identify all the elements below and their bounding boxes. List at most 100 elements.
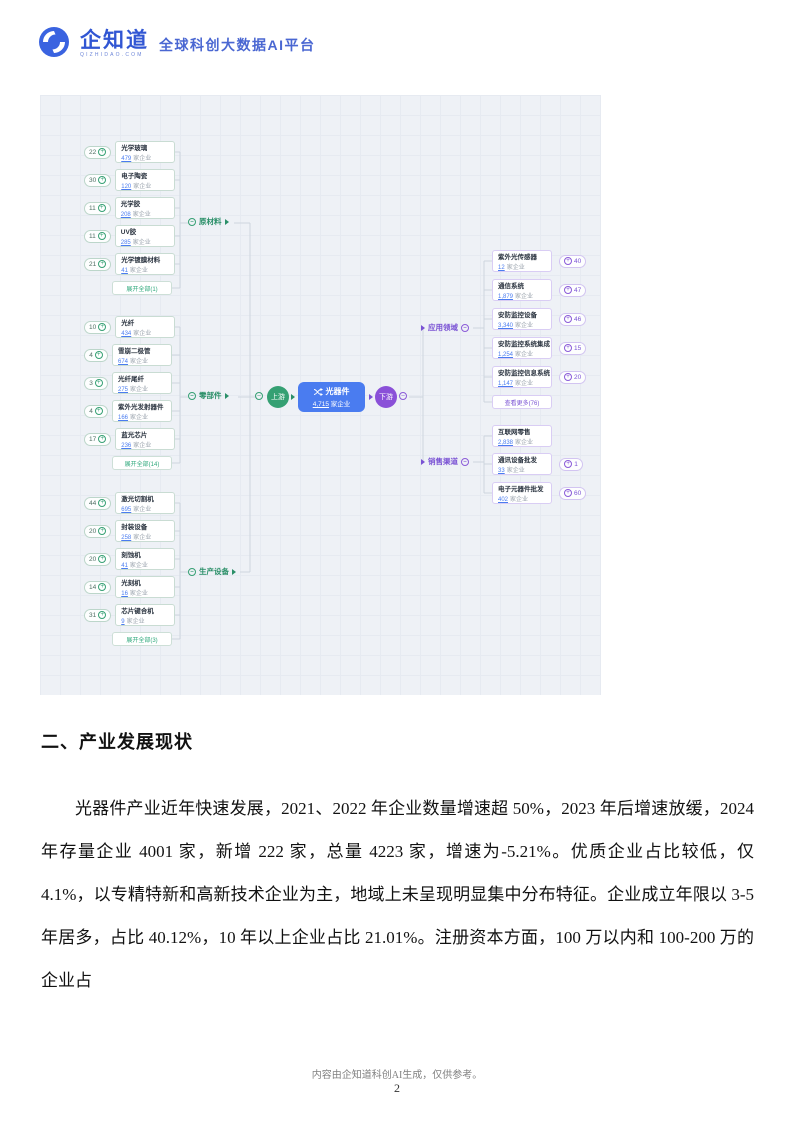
- related-count-badge[interactable]: 20: [559, 370, 587, 384]
- related-count-badge[interactable]: 20: [84, 552, 112, 566]
- related-count-badge[interactable]: 10: [84, 320, 112, 334]
- related-count-badge[interactable]: 46: [559, 312, 587, 326]
- company-count-link[interactable]: 4,715: [312, 401, 329, 408]
- company-count-link[interactable]: 16: [121, 591, 128, 597]
- related-count-badge[interactable]: 14: [84, 580, 112, 594]
- node-card[interactable]: 电子陶瓷 120 家企业: [115, 169, 176, 191]
- node-card[interactable]: 光学玻璃 479 家企业: [115, 141, 176, 163]
- company-count-link[interactable]: 695: [121, 507, 132, 513]
- node-card[interactable]: 互联网零售 2,838 家企业: [492, 425, 552, 447]
- node-card[interactable]: UV胶 285 家企业: [114, 225, 175, 247]
- company-count-link[interactable]: 9: [121, 619, 125, 625]
- node-card[interactable]: 光纤尾纤 275 家企业: [112, 372, 172, 394]
- node-card[interactable]: 安防监控设备 3,340 家企业: [492, 308, 552, 330]
- count-suffix: 家企业: [129, 591, 148, 597]
- node-count: 1,254 家企业: [498, 349, 546, 358]
- company-count-link[interactable]: 208: [120, 212, 131, 218]
- related-count-badge[interactable]: 22: [84, 145, 112, 159]
- related-count-badge[interactable]: 3: [84, 376, 108, 390]
- company-count-link[interactable]: 434: [121, 331, 132, 337]
- related-count-badge[interactable]: 11: [84, 201, 111, 215]
- collapse-icon[interactable]: [255, 392, 263, 400]
- related-count-badge[interactable]: 60: [559, 486, 587, 500]
- expand-all-button[interactable]: 展开全部(3): [112, 632, 172, 646]
- node-card[interactable]: 紫外光发射器件 166 家企业: [112, 400, 172, 422]
- category-sales-channels[interactable]: 销售渠道: [421, 456, 469, 467]
- node-card[interactable]: 光学胶 208 家企业: [114, 197, 175, 219]
- category-production-equipment[interactable]: 生产设备: [188, 566, 236, 577]
- related-count-badge[interactable]: 31: [84, 608, 112, 622]
- company-count-link[interactable]: 2,838: [498, 440, 514, 446]
- company-count-link[interactable]: 3,340: [498, 323, 514, 329]
- company-count-link[interactable]: 41: [121, 563, 128, 569]
- company-count-link[interactable]: 41: [121, 268, 128, 274]
- count-suffix: 家企业: [133, 184, 152, 190]
- node-card[interactable]: 紫外光传感器 12 家企业: [492, 250, 552, 272]
- upstream-node[interactable]: 上游: [267, 386, 289, 408]
- node-card[interactable]: 雪崩二极管 674 家企业: [112, 344, 172, 366]
- plus-icon: [98, 435, 107, 443]
- collapse-icon[interactable]: [188, 567, 196, 576]
- expand-all-button[interactable]: 展开全部(14): [112, 456, 172, 470]
- node-title: 雪崩二极管: [118, 348, 151, 355]
- category-components[interactable]: 零部件: [188, 390, 229, 401]
- downstream-node[interactable]: 下游: [375, 386, 397, 408]
- node-card[interactable]: 激光切割机 695 家企业: [115, 492, 176, 514]
- company-count-link[interactable]: 1,147: [498, 381, 514, 387]
- count-suffix: 家企业: [126, 619, 145, 625]
- related-count-badge[interactable]: 40: [559, 254, 587, 268]
- node-card[interactable]: 安防监控系统集成 1,254 家企业: [492, 337, 552, 359]
- node-card[interactable]: 安防监控信息系统 1,147 家企业: [492, 366, 552, 388]
- related-count-badge[interactable]: 21: [84, 257, 112, 271]
- collapse-icon[interactable]: [461, 323, 469, 332]
- company-count-link[interactable]: 258: [121, 535, 132, 541]
- related-count-badge[interactable]: 15: [559, 341, 587, 355]
- collapse-icon[interactable]: [188, 217, 196, 226]
- collapse-icon[interactable]: [188, 391, 196, 400]
- center-node-count: 4,715 家企业: [313, 398, 351, 408]
- related-count-badge[interactable]: 47: [559, 283, 587, 297]
- related-count-badge[interactable]: 44: [84, 496, 112, 510]
- company-count-link[interactable]: 33: [498, 468, 505, 474]
- category-application-fields[interactable]: 应用领域: [421, 322, 469, 333]
- related-count-badge[interactable]: 4: [84, 404, 108, 418]
- company-count-link[interactable]: 12: [498, 265, 505, 271]
- node-title: UV胶: [120, 229, 137, 236]
- view-more-button[interactable]: 查看更多(76): [492, 395, 552, 409]
- company-count-link[interactable]: 402: [498, 497, 509, 503]
- company-count-link[interactable]: 236: [121, 443, 132, 449]
- related-count-badge[interactable]: 11: [84, 229, 111, 243]
- company-count-link[interactable]: 479: [121, 156, 132, 162]
- company-count-link[interactable]: 1,879: [498, 294, 514, 300]
- related-count-badge[interactable]: 1: [559, 457, 583, 471]
- company-count-link[interactable]: 275: [118, 387, 129, 393]
- category-raw-materials[interactable]: 原材料: [188, 216, 229, 227]
- node-card[interactable]: 光刻机 16 家企业: [115, 576, 176, 598]
- company-count-link[interactable]: 285: [120, 240, 131, 246]
- node-card[interactable]: 电子元器件批发 402 家企业: [492, 482, 552, 504]
- node-card[interactable]: 通信系统 1,879 家企业: [492, 279, 552, 301]
- related-count-badge[interactable]: 17: [84, 432, 112, 446]
- node-card[interactable]: 通讯设备批发 33 家企业: [492, 453, 552, 475]
- company-count-link[interactable]: 674: [118, 359, 129, 365]
- node-card[interactable]: 芯片键合机 9 家企业: [115, 604, 176, 626]
- related-count-badge[interactable]: 4: [84, 348, 108, 362]
- plus-icon: [98, 555, 107, 563]
- count-suffix: 家企业: [133, 156, 152, 162]
- company-count-link[interactable]: 120: [121, 184, 132, 190]
- expand-all-button[interactable]: 展开全部(1): [112, 281, 172, 295]
- node-card[interactable]: 光纤 434 家企业: [115, 316, 176, 338]
- related-count-badge[interactable]: 30: [84, 173, 112, 187]
- collapse-icon[interactable]: [461, 457, 469, 466]
- related-count-badge[interactable]: 20: [84, 524, 112, 538]
- center-node[interactable]: 光器件 4,715 家企业: [298, 382, 365, 412]
- node-card[interactable]: 封装设备 258 家企业: [115, 520, 176, 542]
- collapse-icon[interactable]: [399, 392, 407, 400]
- company-count-link[interactable]: 1,254: [498, 352, 514, 358]
- arrow-right-icon: [421, 458, 425, 465]
- company-count-link[interactable]: 166: [118, 415, 129, 421]
- node-card[interactable]: 光学镀膜材料 41 家企业: [115, 253, 176, 275]
- node-card[interactable]: 蓝光芯片 236 家企业: [115, 428, 176, 450]
- node-card[interactable]: 刻蚀机 41 家企业: [115, 548, 176, 570]
